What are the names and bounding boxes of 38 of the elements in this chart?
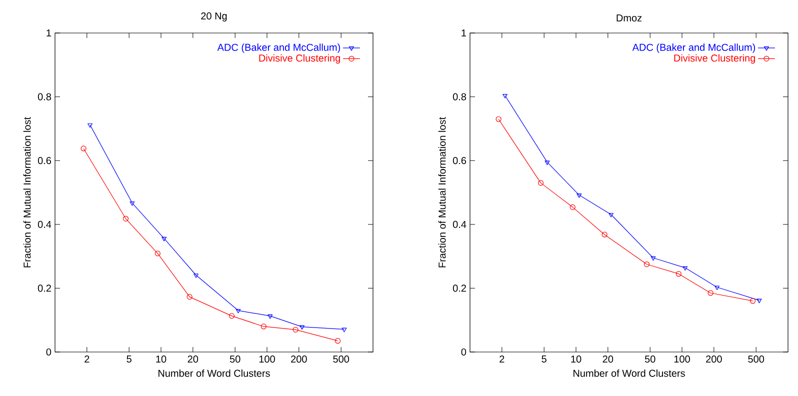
- y-tick-label: 0.6: [38, 157, 52, 164]
- x-tick-label: 2: [500, 356, 504, 363]
- x-tick-label: 20: [188, 356, 198, 363]
- x-tick-label: 500: [748, 356, 764, 363]
- x-tick-label: 100: [259, 356, 275, 363]
- x-tick-label: 200: [706, 356, 722, 363]
- x-tick-label: 20: [602, 356, 614, 363]
- y-tick-label: 0.4: [452, 220, 466, 228]
- y-tick-label: 0.4: [38, 220, 52, 228]
- y-tick-label: 0.6: [452, 157, 466, 164]
- x-tick-label: 500: [333, 356, 350, 363]
- y-tick-label: 0.8: [38, 93, 52, 100]
- x-axis-title: Number of Word Clusters: [158, 369, 270, 377]
- y-tick-label: 0.8: [452, 93, 466, 100]
- x-tick-label: 5: [542, 356, 546, 363]
- x-tick-label: 2: [84, 356, 90, 363]
- y-tick-label: 0: [46, 348, 52, 356]
- x-axis-title: Number of Word Clusters: [574, 369, 685, 377]
- x-tick-label: 50: [644, 356, 656, 363]
- legend-label: ADC (Baker and McCallum): [217, 44, 340, 53]
- x-tick-label: 50: [230, 356, 240, 363]
- y-tick-label: 0.2: [452, 284, 466, 292]
- x-tick-label: 100: [674, 356, 690, 363]
- chart-title: 20 Ng: [201, 12, 227, 22]
- legend-label: ADC (Baker and McCallum): [632, 44, 756, 53]
- y-axis-title: Fraction of Mutual Information lost: [23, 117, 31, 268]
- chart-title: Dmoz: [616, 14, 642, 22]
- x-tick-label: 10: [156, 356, 166, 363]
- y-tick-label: 0: [461, 348, 466, 356]
- x-tick-label: 200: [291, 356, 307, 363]
- x-tick-label: 5: [126, 356, 132, 363]
- legend-label: Divisive Clustering: [259, 54, 340, 64]
- y-tick-label: 1: [462, 30, 466, 36]
- y-tick-label: 1: [46, 30, 51, 36]
- x-tick-label: 10: [571, 356, 582, 363]
- y-tick-label: 0.2: [38, 284, 51, 292]
- y-axis-title: Fraction of Mutual Information lost: [438, 117, 446, 268]
- legend-label: Divisive Clustering: [674, 54, 756, 64]
